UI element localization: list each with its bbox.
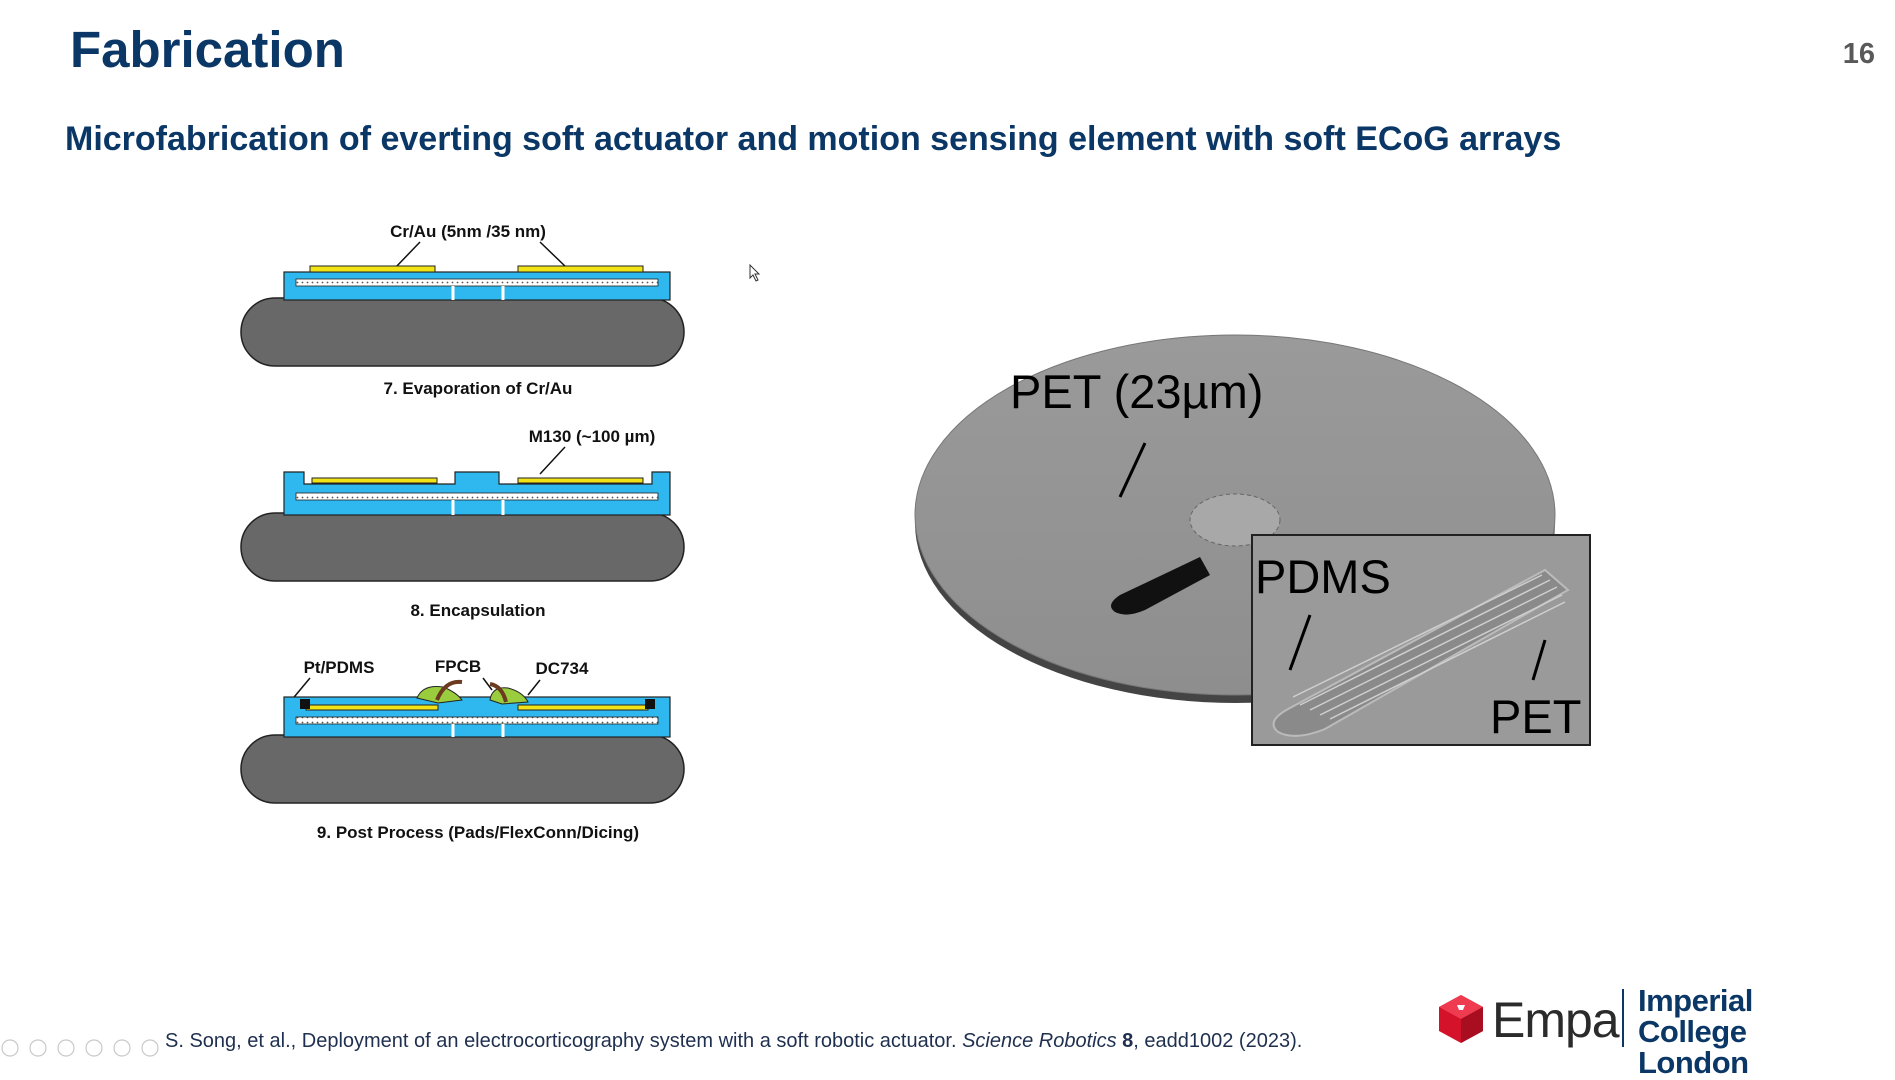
ecog-array-strip (1111, 557, 1210, 615)
step-8-caption: 8. Encapsulation (410, 601, 545, 620)
slide-subtitle: Microfabrication of everting soft actuat… (65, 120, 1562, 158)
more-options-icon[interactable] (141, 1039, 159, 1057)
empa-logo-text: Empa (1492, 992, 1620, 1048)
empa-cube-icon (1439, 995, 1483, 1043)
imperial-logo-text: Imperial College London (1638, 985, 1865, 1078)
citation-authors: S. Song, et al., Deployment of an electr… (165, 1030, 963, 1052)
citation-volume: 8 (1122, 1030, 1134, 1052)
step-7-diagram: Cr/Au (5nm /35 nm) 7. Evaporation of Cr/… (240, 222, 685, 398)
mouse-cursor-icon (749, 264, 761, 282)
label-pt-pdms: Pt/PDMS (304, 658, 375, 677)
next-slide-icon[interactable] (29, 1039, 47, 1057)
slides-icon[interactable] (85, 1039, 103, 1057)
cr-au-electrode-left (309, 265, 436, 273)
fabrication-process-diagram: Cr/Au (5nm /35 nm) 7. Evaporation of Cr/… (240, 222, 685, 842)
logo-divider (1622, 989, 1624, 1047)
page-number: 16 (1842, 38, 1875, 70)
pad-right (645, 699, 655, 709)
citation: S. Song, et al., Deployment of an electr… (165, 1030, 1302, 1053)
step-7-annotation: Cr/Au (5nm /35 nm) (390, 222, 546, 241)
inset-zoom: PDMS PET (1251, 534, 1591, 746)
step-9-caption: 9. Post Process (Pads/FlexConn/Dicing) (317, 823, 639, 842)
label-dc734: DC734 (536, 659, 589, 678)
fpcb-connector-left (435, 679, 463, 701)
step-8-diagram: M130 (~100 µm) 8. Encapsulation (240, 427, 685, 620)
prev-slide-icon[interactable] (1, 1039, 19, 1057)
slide-title: Fabrication (70, 21, 345, 78)
cr-au-electrode-right (517, 265, 644, 273)
pen-icon[interactable] (57, 1039, 75, 1057)
step-8-annotation: M130 (~100 µm) (529, 427, 656, 446)
device-photo: PET (23µm) PDMS PET (914, 334, 1591, 746)
dc734-adhesive-right (489, 687, 529, 705)
inset-label-pdms: PDMS (1255, 550, 1391, 603)
fpcb-connector-right (489, 682, 508, 703)
label-fpcb: FPCB (435, 657, 481, 676)
substrate (240, 297, 685, 367)
slide-viewer-controls[interactable] (0, 1038, 165, 1058)
imperial-line-2: London (1638, 1045, 1749, 1080)
citation-details: , eadd1002 (2023). (1133, 1030, 1303, 1052)
label-pet-thickness: PET (23µm) (1010, 365, 1263, 418)
step-7-caption: 7. Evaporation of Cr/Au (384, 379, 573, 398)
citation-journal: Science Robotics (962, 1030, 1117, 1052)
zoom-icon[interactable] (113, 1039, 131, 1057)
step-9-diagram: Pt/PDMS FPCB DC734 9. Post Process (Pads… (240, 657, 685, 842)
pad-left (300, 699, 310, 709)
inset-label-pet: PET (1490, 690, 1581, 743)
institution-logos: Empa Imperial College London (1435, 985, 1865, 1078)
imperial-line-1: Imperial College (1638, 983, 1753, 1049)
disc-center (1189, 493, 1281, 547)
